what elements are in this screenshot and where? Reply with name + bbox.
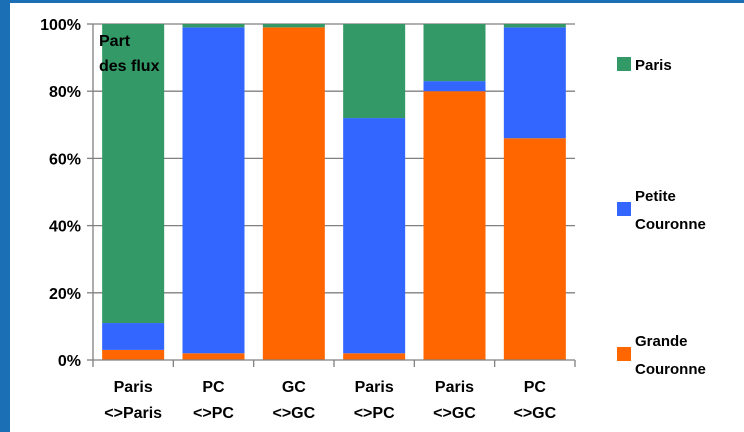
x-tick-label: Paris	[435, 379, 474, 396]
y-axis-title: Part	[99, 33, 131, 50]
x-tick-label: <>GC	[433, 405, 476, 422]
legend-swatch	[617, 347, 631, 361]
x-tick-label: <>PC	[354, 405, 395, 422]
bar-segment	[182, 353, 245, 360]
bar-segment	[343, 24, 406, 119]
y-tick-label: 0%	[58, 353, 81, 370]
legend: Paris Petite Couronne Grande Couronne	[617, 57, 706, 378]
y-tick-label: 20%	[49, 286, 81, 303]
bar-segment	[182, 27, 245, 354]
x-tick-label: <>GC	[272, 405, 315, 422]
bar-segment	[343, 118, 406, 354]
legend-label: Couronne	[635, 361, 706, 378]
bar-segment	[423, 91, 486, 360]
bar-segment	[262, 27, 325, 361]
bar-segment	[503, 138, 566, 360]
y-tick-label: 80%	[49, 84, 81, 101]
legend-label: Paris	[635, 57, 672, 74]
axes	[87, 23, 576, 367]
x-tick-label: PC	[202, 379, 225, 396]
bar-segment	[262, 24, 325, 28]
bar-segment	[182, 24, 245, 28]
axis-labels: 0% 20% 40% 60% 80% 100% Paris <>Paris PC <>PC GC <>…	[40, 17, 557, 422]
x-tick-label: Paris	[355, 379, 394, 396]
x-tick-label: <>Paris	[104, 405, 162, 422]
bar-segment	[423, 81, 486, 92]
bar-segment	[423, 24, 486, 82]
legend-label: Couronne	[635, 216, 706, 233]
top-border	[0, 0, 744, 3]
y-tick-label: 40%	[49, 219, 81, 236]
bar-segment	[343, 353, 406, 360]
y-axis-title: des flux	[99, 58, 160, 75]
bars	[102, 24, 566, 361]
legend-swatch	[617, 202, 631, 216]
x-tick-label: <>PC	[193, 405, 234, 422]
gridlines	[93, 23, 575, 294]
y-tick-label: 100%	[40, 17, 81, 34]
bar-segment	[503, 27, 566, 139]
x-tick-label: PC	[524, 379, 547, 396]
legend-swatch	[617, 57, 631, 71]
bar-segment	[102, 24, 165, 324]
x-tick-label: <>GC	[513, 405, 556, 422]
legend-label: Petite	[635, 188, 676, 205]
y-tick-label: 60%	[49, 151, 81, 168]
x-tick-label: GC	[282, 379, 306, 396]
bar-segment	[102, 323, 165, 350]
x-tick-label: Paris	[114, 379, 153, 396]
legend-label: Grande	[635, 333, 688, 350]
bar-segment	[102, 349, 165, 360]
bar-segment	[503, 24, 566, 28]
left-border	[0, 0, 10, 432]
